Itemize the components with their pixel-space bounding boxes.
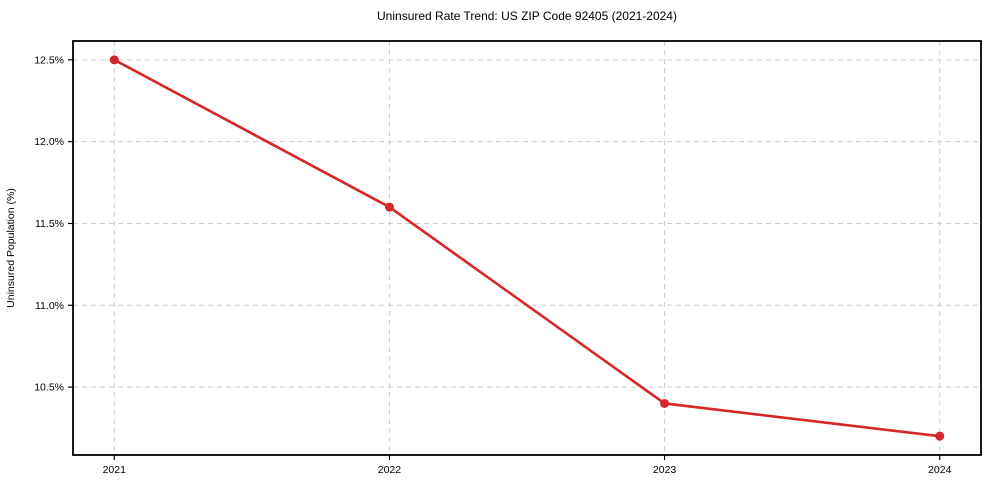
- data-point: [660, 398, 670, 408]
- data-point: [109, 55, 119, 65]
- plot-border: [72, 40, 982, 456]
- x-tick-label: 2023: [653, 464, 677, 476]
- x-tick-label: 2022: [378, 464, 402, 476]
- y-tick-label: 11.0%: [35, 300, 64, 312]
- trend-line: [112, 58, 942, 438]
- chart-title: Uninsured Rate Trend: US ZIP Code 92405 …: [377, 9, 677, 23]
- plot-area: 2021 2022 2023 2024 10.5% 11.0% 11.5% 12.0% 12.5…: [34, 40, 982, 476]
- y-tick-label: 12.0%: [34, 136, 64, 148]
- x-tick-label: 2021: [103, 464, 127, 476]
- y-tick-label: 12.5%: [34, 54, 64, 66]
- y-tick-label: 10.5%: [34, 382, 64, 394]
- y-axis-label: Uninsured Population (%): [5, 188, 17, 308]
- data-point: [384, 202, 394, 212]
- y-tick-label: 11.5%: [35, 218, 64, 230]
- x-tick-label: 2024: [928, 464, 952, 476]
- data-point: [935, 431, 945, 441]
